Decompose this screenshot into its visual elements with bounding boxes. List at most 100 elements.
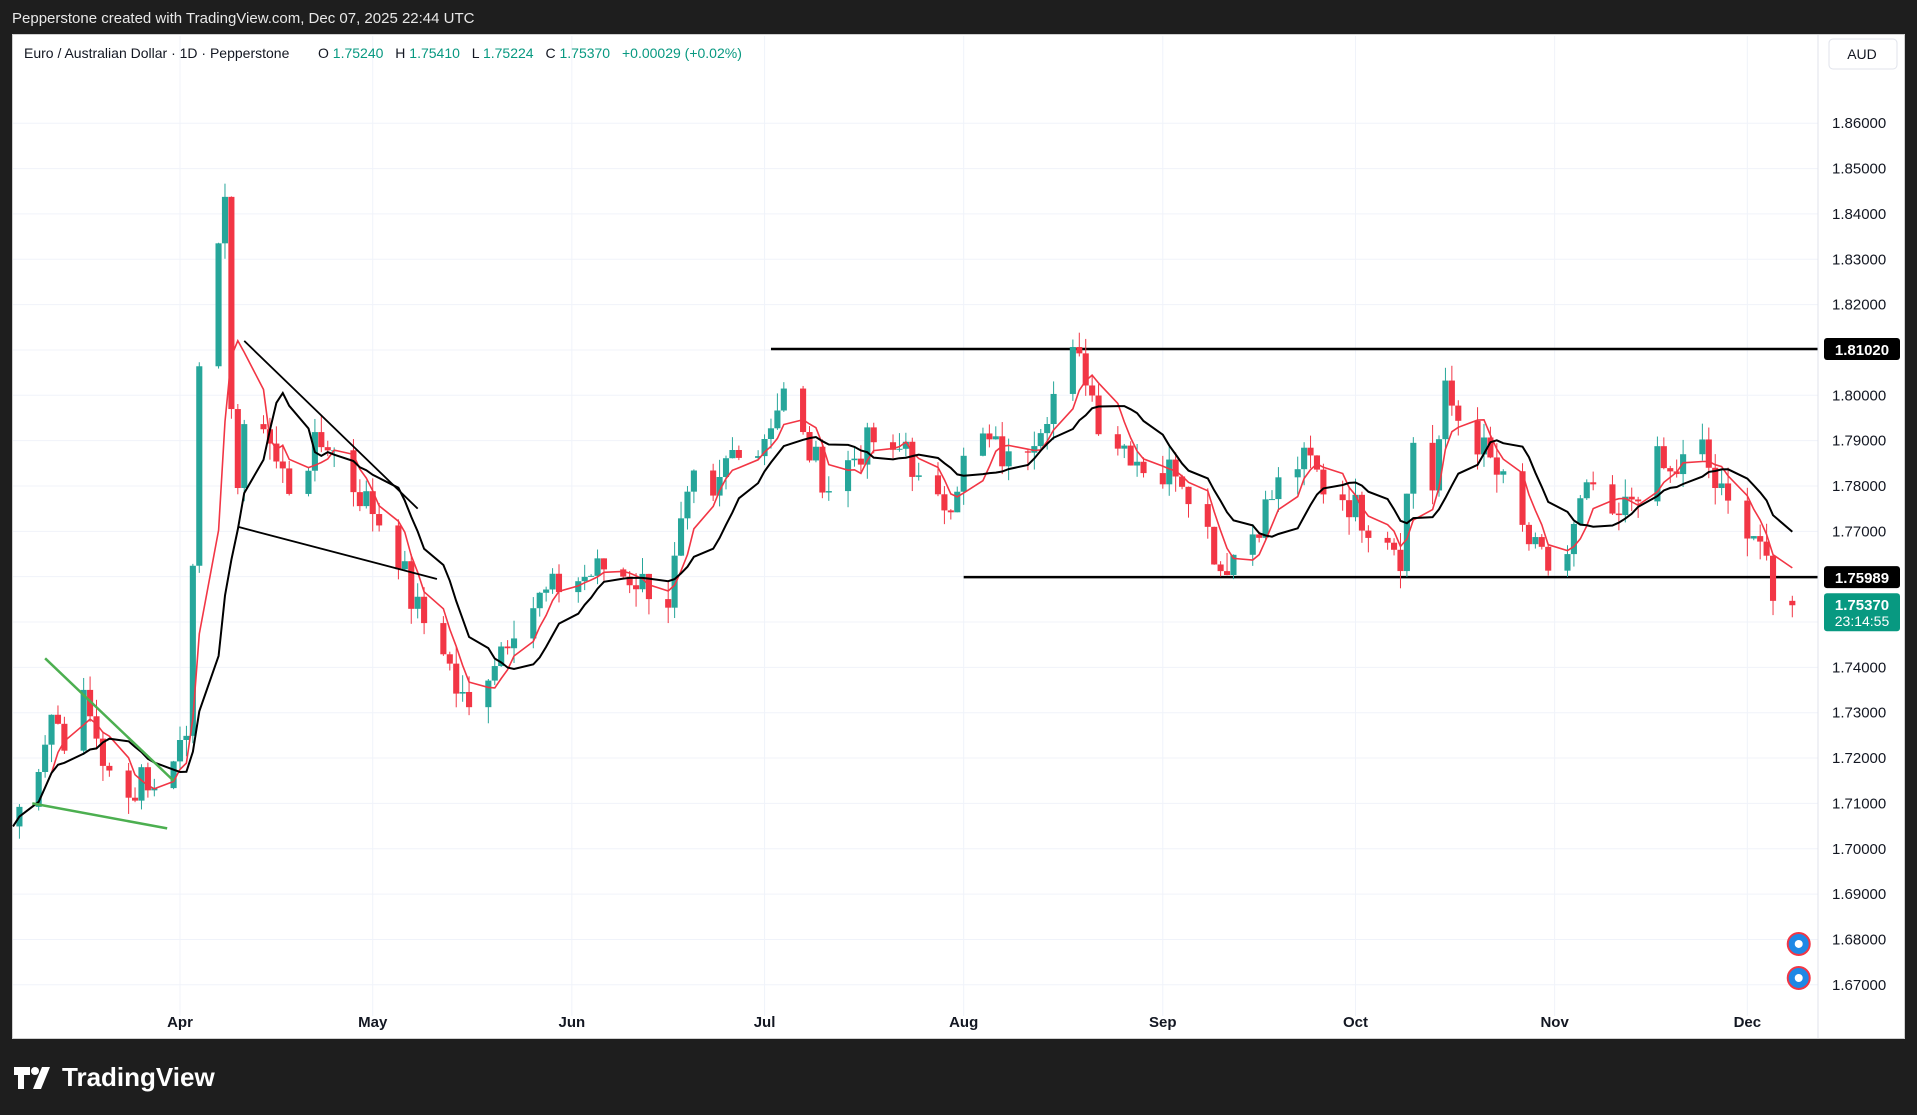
grid [13, 36, 1818, 1016]
candle-body [1249, 534, 1256, 555]
au-eu-flags-icon[interactable] [1786, 965, 1811, 990]
candle-body [466, 691, 473, 708]
candle-body [1031, 446, 1038, 453]
candle-body [684, 491, 691, 519]
candle [1442, 367, 1449, 450]
candle [1474, 407, 1481, 470]
candle-body [947, 510, 954, 513]
trendline[interactable] [237, 525, 438, 580]
price-axis[interactable]: 1.86000 1.85000 1.84000 1.83000 1.82000 1.810… [1817, 35, 1886, 1038]
candle-body [1262, 499, 1269, 538]
candle-body [934, 475, 942, 495]
candle-body [1185, 486, 1192, 505]
candle [1140, 457, 1147, 478]
footer: TradingView [0, 1040, 1917, 1115]
level-price-label: 1.81020 [1835, 342, 1889, 359]
candle-body [1525, 524, 1532, 545]
candle-body [1442, 380, 1449, 440]
candle-body [318, 432, 325, 448]
trendline[interactable] [44, 657, 175, 782]
candle-body [221, 196, 229, 244]
candle-body [986, 433, 993, 440]
tradingview-logo-text: TradingView [62, 1062, 215, 1092]
candle [1134, 443, 1141, 477]
candle-body [1455, 405, 1462, 421]
month-tick-label: Apr [167, 1014, 193, 1031]
candle [806, 426, 813, 463]
candle-body [170, 761, 177, 789]
candle-body [35, 772, 42, 807]
event-markers[interactable] [1786, 931, 1811, 990]
candle [588, 574, 595, 577]
candle-body [1519, 471, 1526, 525]
candle-body [1352, 494, 1359, 518]
candle-body [543, 589, 550, 593]
horizontal-levels[interactable] [770, 347, 1818, 579]
candle-body [677, 518, 685, 556]
candle [549, 568, 556, 594]
candle-body [1358, 494, 1365, 531]
legend-low: 1.75224 [483, 45, 534, 61]
candle-body [440, 623, 447, 655]
trendline[interactable] [243, 340, 419, 510]
candle [1217, 561, 1224, 577]
candle-body [1628, 496, 1635, 500]
month-tick-label: Jun [559, 1014, 586, 1031]
ma-slow-line [12, 390, 1793, 827]
candle [1570, 522, 1577, 567]
candle [780, 382, 787, 412]
legend-close: 1.75370 [559, 45, 610, 61]
candle-body [1577, 498, 1584, 524]
legend-open: 1.75240 [333, 45, 384, 61]
candle [1705, 427, 1712, 479]
candle-body [909, 441, 916, 477]
candle [1095, 384, 1102, 436]
price-chart[interactable]: Euro / Australian Dollar · 1D · Pepperst… [0, 0, 1917, 1040]
candle [1583, 479, 1590, 500]
month-tick-label: Sep [1149, 1014, 1177, 1031]
candle [1121, 443, 1128, 459]
currency-button[interactable]: AUD [1828, 38, 1898, 70]
candle-body [549, 573, 556, 590]
candle-body [485, 680, 492, 708]
candle-body [1044, 424, 1051, 434]
candle-body [421, 596, 428, 624]
tradingview-logo[interactable]: TradingView [14, 1062, 215, 1093]
candle [414, 583, 421, 619]
candle [54, 705, 62, 725]
candle-body [1301, 447, 1308, 470]
candle [1204, 488, 1211, 539]
legend-high-label: H [395, 45, 405, 61]
trendline[interactable] [32, 802, 168, 830]
candle [87, 676, 94, 722]
candle [1480, 423, 1488, 467]
candle-body [1346, 500, 1353, 518]
time-axis[interactable]: Apr May Jun Jul Aug Sep Oct Nov Dec [167, 1014, 1761, 1031]
last-price-label: 1.75370 [1835, 597, 1889, 614]
price-tick-label: 1.77000 [1832, 523, 1886, 540]
candle [99, 731, 106, 781]
candle-body [1204, 504, 1211, 527]
candle-body [992, 436, 999, 440]
candle-body [1660, 446, 1667, 469]
candle [1455, 400, 1462, 436]
candle-body [1403, 493, 1410, 572]
candle [986, 424, 993, 448]
candle [106, 762, 113, 777]
trendlines[interactable] [32, 340, 438, 830]
candle-body [1474, 420, 1481, 455]
candle [1211, 526, 1218, 565]
candle-body [228, 196, 235, 410]
candle-body [1712, 467, 1719, 489]
currency-label[interactable]: AUD [1847, 46, 1877, 62]
australia-flag-icon[interactable] [1786, 931, 1811, 956]
candle-body [241, 424, 248, 489]
candle-body [812, 446, 819, 461]
candle-body [1789, 600, 1796, 606]
candle-body [1493, 457, 1500, 475]
last-price-tag [1824, 593, 1900, 632]
candle-body [1050, 393, 1057, 425]
candle-body [1230, 554, 1237, 575]
chart-frame[interactable] [12, 34, 1905, 1039]
candle [1500, 469, 1507, 484]
